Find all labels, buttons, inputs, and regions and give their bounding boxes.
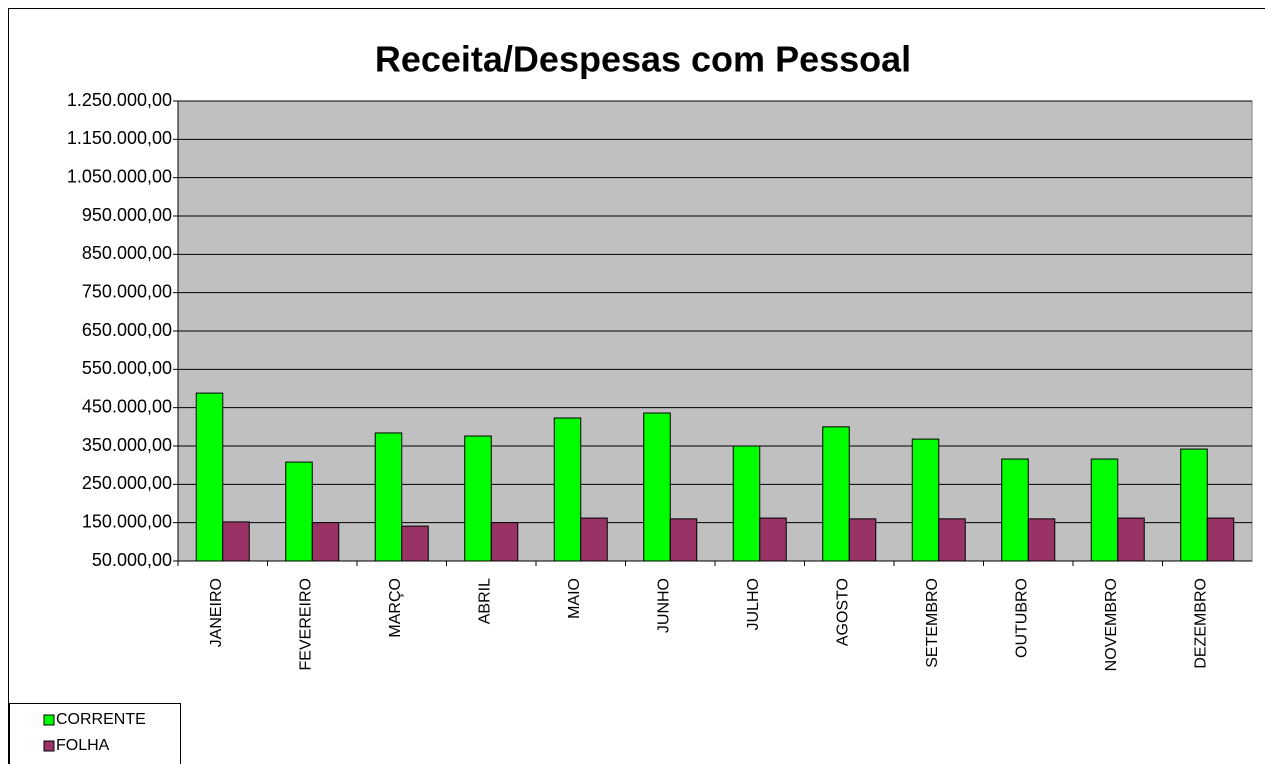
- y-tick-label: 450.000,00: [82, 396, 172, 416]
- bar: [1027, 518, 1056, 562]
- bar: [911, 438, 940, 562]
- plot-area: 50.000,00 150.000,00 250.000,00 350.000,00 4…: [67, 90, 1253, 671]
- bar: [374, 432, 403, 562]
- bar: [1090, 458, 1119, 562]
- legend-swatch: [43, 740, 55, 752]
- x-tick-label: JANEIRO: [208, 578, 225, 647]
- bar: [195, 392, 224, 562]
- chart-title: Receita/Despesas com Pessoal: [375, 39, 911, 80]
- x-tick-label: AGOSTO: [834, 578, 851, 646]
- y-tick-label: 550.000,00: [82, 358, 172, 378]
- legend-swatch: [43, 714, 55, 726]
- y-tick-label: 350.000,00: [82, 435, 172, 455]
- bar: [401, 525, 429, 562]
- x-tick-label: OUTUBRO: [1013, 578, 1030, 658]
- y-tick-label: 1.050.000,00: [67, 166, 172, 186]
- bar: [464, 435, 492, 562]
- bar: [1001, 458, 1029, 562]
- bar: [580, 517, 608, 562]
- x-tick-label: JUNHO: [655, 578, 672, 633]
- bar: [643, 412, 671, 562]
- y-tick-label: 950.000,00: [82, 205, 172, 225]
- y-tick-label: 650.000,00: [82, 320, 172, 340]
- legend-label: CORRENTE: [56, 711, 146, 728]
- x-tick-label: DEZEMBRO: [1192, 578, 1209, 669]
- bar: [848, 518, 877, 562]
- x-tick-label: JULHO: [745, 578, 762, 630]
- legend-box: [9, 703, 181, 764]
- bar: [490, 522, 519, 562]
- bar: [285, 461, 313, 562]
- bar: [1206, 517, 1235, 562]
- bar: [1117, 517, 1145, 562]
- y-tick-label: 750.000,00: [82, 281, 172, 301]
- y-tick-label: 1.150.000,00: [67, 128, 172, 148]
- bar: [669, 518, 698, 562]
- bar: [222, 521, 250, 562]
- bar: [1180, 448, 1208, 562]
- x-tick-label: ABRIL: [476, 578, 493, 624]
- bar: [759, 517, 787, 562]
- x-tick-label: SETEMBRO: [924, 578, 941, 668]
- bar: [822, 426, 850, 562]
- x-tick-label: MAIO: [566, 578, 583, 619]
- bar: [553, 417, 582, 562]
- bar: [311, 522, 340, 562]
- bar: [938, 518, 966, 562]
- y-tick-label: 50.000,00: [92, 550, 172, 570]
- y-tick-label: 850.000,00: [82, 243, 172, 263]
- legend-label: FOLHA: [56, 737, 110, 754]
- y-tick-label: 250.000,00: [82, 473, 172, 493]
- x-tick-label: NOVEMBRO: [1103, 578, 1120, 671]
- legend: CORRENTE FOLHA: [9, 703, 181, 764]
- y-tick-label: 150.000,00: [82, 511, 172, 531]
- x-tick-label: MARÇO: [387, 578, 404, 638]
- bar: [732, 445, 761, 562]
- y-tick-label: 1.250.000,00: [67, 90, 172, 110]
- x-tick-label: FEVEREIRO: [297, 578, 314, 670]
